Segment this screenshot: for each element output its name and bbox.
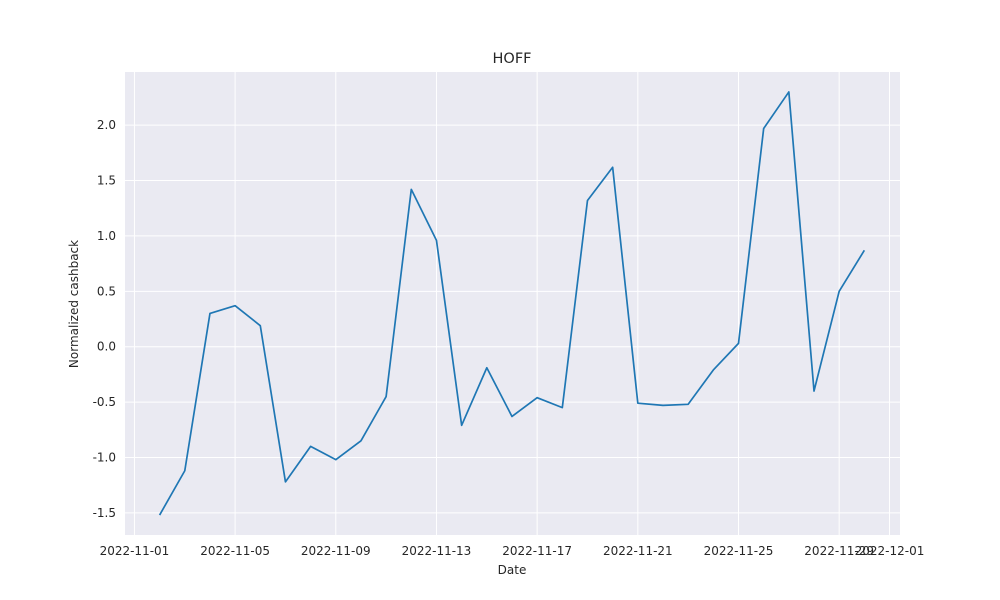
series-line xyxy=(158,91,866,516)
x-tick-label: 2022-11-25 xyxy=(704,544,774,558)
y-tick-label: 0.0 xyxy=(97,340,116,354)
x-tick-label: 2022-11-13 xyxy=(402,544,472,558)
y-axis-ticks: -1.5 -1.0 -0.5 0.0 0.5 1.0 1.5 2.0 xyxy=(93,118,116,520)
y-tick-label: 1.5 xyxy=(97,174,116,188)
chart-title: HOFF xyxy=(493,51,532,67)
x-axis-label: Date xyxy=(498,563,527,577)
x-tick-label: 2022-11-17 xyxy=(502,544,572,558)
grid-lines xyxy=(125,72,900,535)
y-tick-label: 0.5 xyxy=(97,284,116,298)
y-axis-label: Normalized cashback xyxy=(67,240,81,368)
y-tick-label: -1.0 xyxy=(93,450,116,464)
x-tick-label: 2022-11-09 xyxy=(301,544,371,558)
series-layer xyxy=(158,91,866,516)
plot-area xyxy=(125,72,900,535)
x-tick-label: 2022-11-05 xyxy=(200,544,270,558)
y-tick-label: -0.5 xyxy=(93,395,116,409)
x-tick-label: 2022-11-21 xyxy=(603,544,673,558)
y-tick-label: -1.5 xyxy=(93,506,116,520)
x-tick-label: 2022-11-01 xyxy=(100,544,170,558)
y-tick-label: 2.0 xyxy=(97,118,116,132)
y-tick-label: 1.0 xyxy=(97,229,116,243)
x-axis-ticks: 2022-11-01 2022-11-05 2022-11-09 2022-11-13… xyxy=(100,544,925,558)
x-tick-label: 2022-12-01 xyxy=(855,544,925,558)
x-tick-label: 2022-11-29 xyxy=(804,544,874,558)
